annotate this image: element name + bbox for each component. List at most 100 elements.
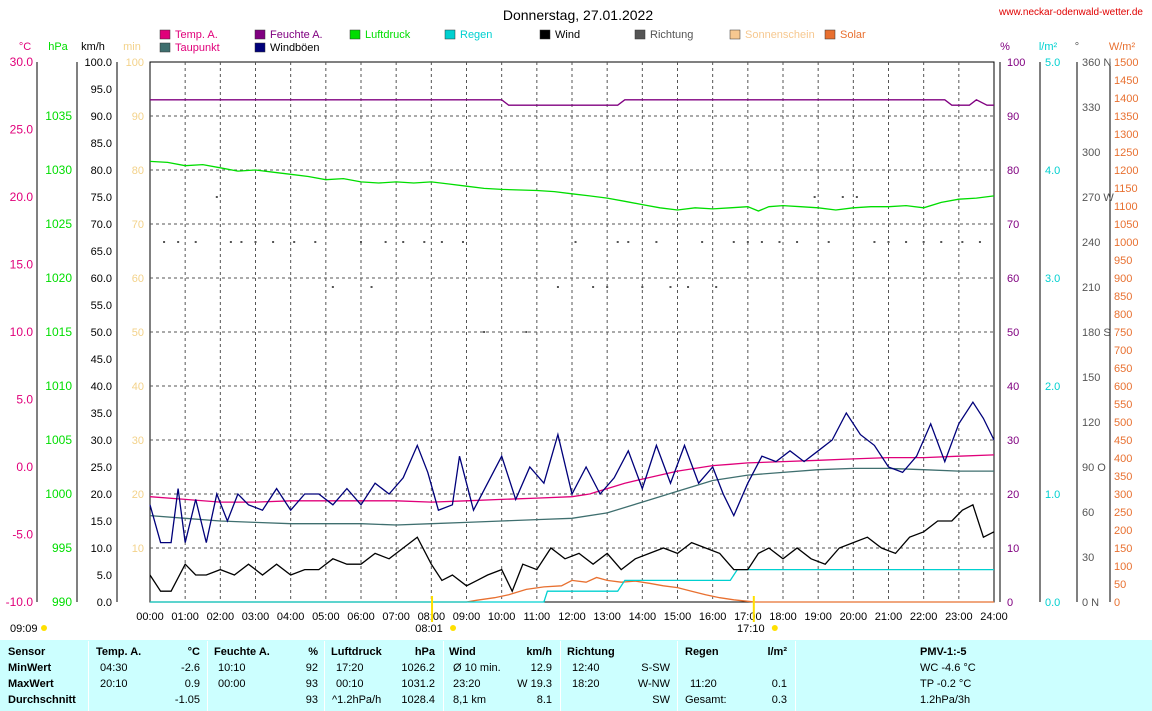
direction-point — [163, 241, 166, 243]
series-line-rain — [150, 568, 994, 603]
series-layer — [149, 99, 995, 603]
axis-tick-label-pressure_hpa: 1015 — [45, 325, 72, 339]
row-avg-label: Durchschnitt — [8, 694, 76, 706]
axis-tick-label-solar_wm2: 450 — [1114, 435, 1132, 447]
direction-point — [229, 241, 232, 243]
legend-label-direction: Richtung — [650, 29, 693, 41]
axis-tick-label-sunshine_min: 60 — [132, 273, 144, 285]
axis-unit-rain_lm2: l/m² — [1039, 41, 1058, 53]
legend-label-temp: Temp. A. — [175, 29, 218, 41]
axis-tick-label-humidity_pct: 70 — [1007, 219, 1019, 231]
axis-tick-label-humidity_pct: 50 — [1007, 327, 1019, 339]
x-tick-label: 03:00 — [242, 611, 270, 623]
axis-tick-label-solar_wm2: 700 — [1114, 345, 1132, 357]
direction-point — [293, 241, 296, 243]
row-min-press-time: 17:20 — [336, 662, 364, 674]
axis-tick-label-sunshine_min: 100 — [126, 57, 144, 69]
x-tick-label: 14:00 — [629, 611, 657, 623]
row-min-temp-val: -2.6 — [181, 662, 200, 674]
direction-point — [760, 241, 763, 243]
row-min-dir-time: 12:40 — [572, 662, 600, 674]
site-watermark[interactable]: www.neckar-odenwald-wetter.de — [998, 7, 1143, 18]
axis-tick-label-wind_kmh: 40.0 — [91, 381, 112, 393]
x-tick-label: 10:00 — [488, 611, 516, 623]
direction-point — [384, 241, 387, 243]
axis-tick-label-wind_kmh: 0.0 — [97, 597, 112, 609]
x-tick-label: 17:00 — [734, 611, 762, 623]
series-line-humidity — [150, 99, 994, 106]
axis-tick-label-wind_kmh: 85.0 — [91, 138, 112, 150]
axis-tick-label-wind_kmh: 90.0 — [91, 111, 112, 123]
axis-unit-humidity_pct: % — [1000, 41, 1010, 53]
direction-scatter — [163, 196, 981, 333]
direction-point — [669, 286, 672, 288]
x-tick-label: 24:00 — [980, 611, 1008, 623]
axis-tick-label-rain_lm2: 0.0 — [1045, 597, 1060, 609]
stats-table: Sensor Temp. A. °C Feuchte A. % Luftdruc… — [0, 640, 1152, 711]
direction-point — [556, 286, 559, 288]
x-tick-label: 19:00 — [804, 611, 832, 623]
x-tick-label: 04:00 — [277, 611, 305, 623]
direction-point — [606, 286, 609, 288]
axis-tick-label-sunshine_min: 50 — [132, 327, 144, 339]
axis-tick-label-wind_kmh: 15.0 — [91, 516, 112, 528]
axis-tick-label-solar_wm2: 150 — [1114, 543, 1132, 555]
row-max-rain-time: 11:20 — [690, 678, 717, 690]
row-min-label: MinWert — [8, 662, 52, 674]
row-min-hum-val: 92 — [305, 662, 318, 674]
axis-tick-label-direction_deg: 210 — [1082, 282, 1100, 294]
axis-tick-label-temp_c: -10.0 — [6, 595, 34, 609]
x-tick-label: 00:00 — [136, 611, 164, 623]
hdr-hum: Feuchte A. — [214, 646, 270, 658]
sun-hours-icon — [41, 625, 47, 631]
axis-tick-label-direction_deg: 300 — [1082, 147, 1100, 159]
row-avg-press-time: ^1.2hPa/h — [332, 694, 382, 706]
sunrise-sun-icon — [450, 625, 457, 631]
axis-tick-label-sunshine_min: 10 — [132, 543, 144, 555]
axis-tick-label-wind_kmh: 45.0 — [91, 354, 112, 366]
direction-point — [240, 241, 243, 243]
legend-swatch-direction — [634, 29, 646, 40]
direction-point — [627, 241, 630, 243]
axis-tick-label-temp_c: -5.0 — [12, 528, 33, 542]
direction-point — [701, 241, 704, 243]
axis-tick-label-wind_kmh: 65.0 — [91, 246, 112, 258]
axis-tick-label-direction_deg: 60 — [1082, 507, 1094, 519]
x-tick-label: 20:00 — [840, 611, 868, 623]
axis-tick-label-direction_deg: 360 N — [1082, 57, 1111, 69]
axis-tick-label-temp_c: 0.0 — [16, 460, 33, 474]
axis-tick-label-wind_kmh: 55.0 — [91, 300, 112, 312]
legend-swatch-dew — [159, 42, 171, 53]
hdr-press-unit: hPa — [414, 646, 435, 658]
series-line-solar — [150, 576, 994, 603]
x-tick-label: 06:00 — [347, 611, 375, 623]
hdr-wind-unit: km/h — [526, 646, 552, 658]
direction-point — [841, 196, 844, 198]
direction-point — [873, 241, 876, 243]
direction-point — [254, 241, 257, 243]
direction-point — [813, 196, 816, 198]
hdr-temp-unit: °C — [187, 646, 200, 658]
direction-point — [402, 241, 405, 243]
axis-tick-label-direction_deg: 30 — [1082, 552, 1094, 564]
axis-tick-label-solar_wm2: 1500 — [1114, 57, 1138, 69]
x-tick-label: 21:00 — [875, 611, 903, 623]
direction-point — [272, 241, 275, 243]
axis-tick-label-solar_wm2: 1000 — [1114, 237, 1138, 249]
direction-point — [592, 286, 595, 288]
hdr-pmv: PMV-1:-5 — [920, 646, 967, 658]
direction-point — [215, 196, 218, 198]
axis-tick-label-wind_kmh: 25.0 — [91, 462, 112, 474]
x-tick-label: 05:00 — [312, 611, 340, 623]
axis-tick-label-humidity_pct: 10 — [1007, 543, 1019, 555]
axis-tick-label-wind_kmh: 70.0 — [91, 219, 112, 231]
axis-tick-label-humidity_pct: 30 — [1007, 435, 1019, 447]
axis-tick-label-wind_kmh: 100.0 — [84, 57, 112, 69]
row-avg-dir-val: SW — [652, 694, 670, 706]
x-tick-label: 01:00 — [171, 611, 199, 623]
axis-tick-label-pressure_hpa: 995 — [52, 541, 72, 555]
axis-tick-label-wind_kmh: 20.0 — [91, 489, 112, 501]
axis-tick-label-sunshine_min: 70 — [132, 219, 144, 231]
row-max-dir-val: W-NW — [637, 678, 670, 690]
axis-tick-label-pressure_hpa: 1030 — [45, 163, 72, 177]
